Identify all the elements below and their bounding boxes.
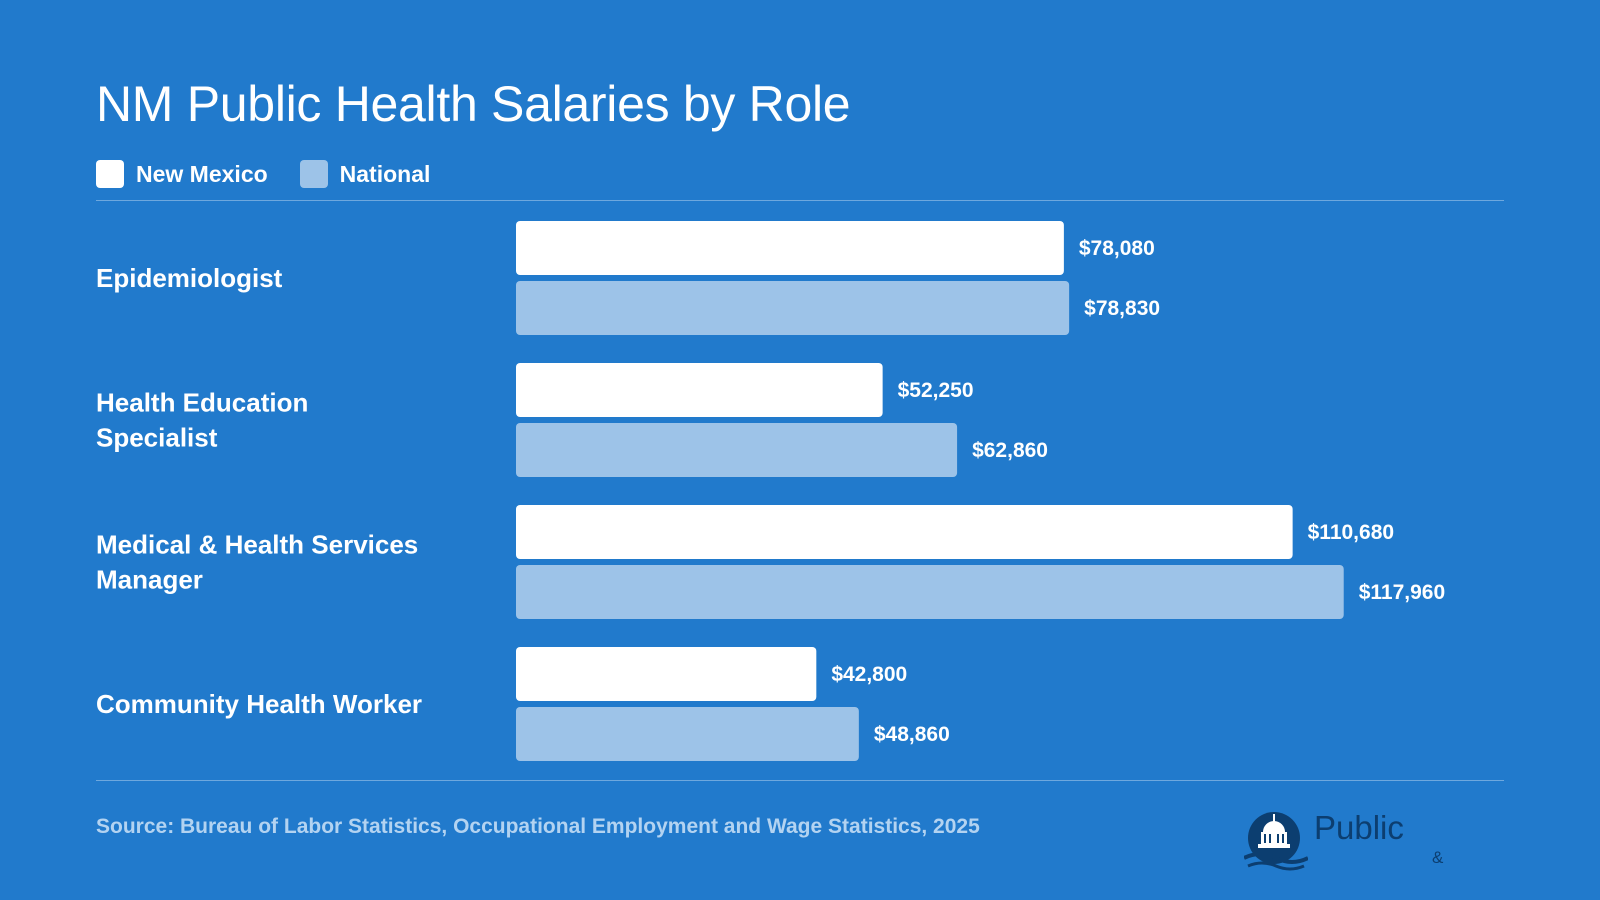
chart-title: NM Public Health Salaries by Role: [96, 76, 851, 132]
value-label-new-mexico: $42,800: [831, 663, 907, 686]
bar-national: [516, 565, 1344, 619]
top-divider: [96, 200, 1504, 201]
capitol-dome-icon: [1244, 812, 1308, 871]
legend-label-new-mexico: New Mexico: [136, 160, 268, 187]
category-label-line: Epidemiologist: [96, 263, 283, 293]
bar-new-mexico: [516, 363, 883, 417]
value-label-national: $62,860: [972, 439, 1048, 462]
bottom-divider: [96, 780, 1504, 781]
category-label-line: Specialist: [96, 423, 218, 453]
legend-swatch-new-mexico: [96, 160, 124, 188]
category-label-line: Health Education: [96, 388, 308, 418]
logo-ampersand: &: [1432, 848, 1444, 867]
category-label: Medical & Health Services Manager: [96, 530, 418, 595]
value-label-national: $117,960: [1359, 581, 1445, 604]
value-label-national: $78,830: [1084, 297, 1160, 320]
category-label-line: Community Health Worker: [96, 689, 422, 719]
bar-new-mexico: [516, 221, 1064, 275]
category-label: Community Health Worker: [96, 689, 422, 719]
bar-new-mexico: [516, 505, 1293, 559]
bar-new-mexico: [516, 647, 817, 701]
bar-national: [516, 423, 958, 477]
category-label: Epidemiologist: [96, 263, 283, 293]
logo-wordmark: Public: [1314, 809, 1404, 846]
legend-swatch-national: [299, 160, 328, 188]
source-note: Source: Bureau of Labor Statistics, Occu…: [96, 815, 980, 838]
legend-item-national: National: [299, 160, 431, 188]
category-label: Health Education Specialist: [96, 388, 308, 453]
category-label-line: Medical & Health Services: [96, 530, 418, 560]
bar-national: [516, 281, 1070, 335]
value-label-new-mexico: $110,680: [1308, 521, 1394, 544]
legend-label-national: National: [339, 160, 431, 187]
value-label-national: $48,860: [874, 723, 950, 746]
bar-national: [516, 707, 859, 761]
publisher-logo: Public &: [1244, 808, 1504, 878]
value-label-new-mexico: $78,080: [1079, 237, 1155, 260]
legend-item-new-mexico: New Mexico: [96, 160, 268, 188]
legend: New Mexico National: [96, 158, 462, 190]
category-label-line: Manager: [96, 565, 203, 595]
value-label-new-mexico: $52,250: [898, 379, 974, 402]
